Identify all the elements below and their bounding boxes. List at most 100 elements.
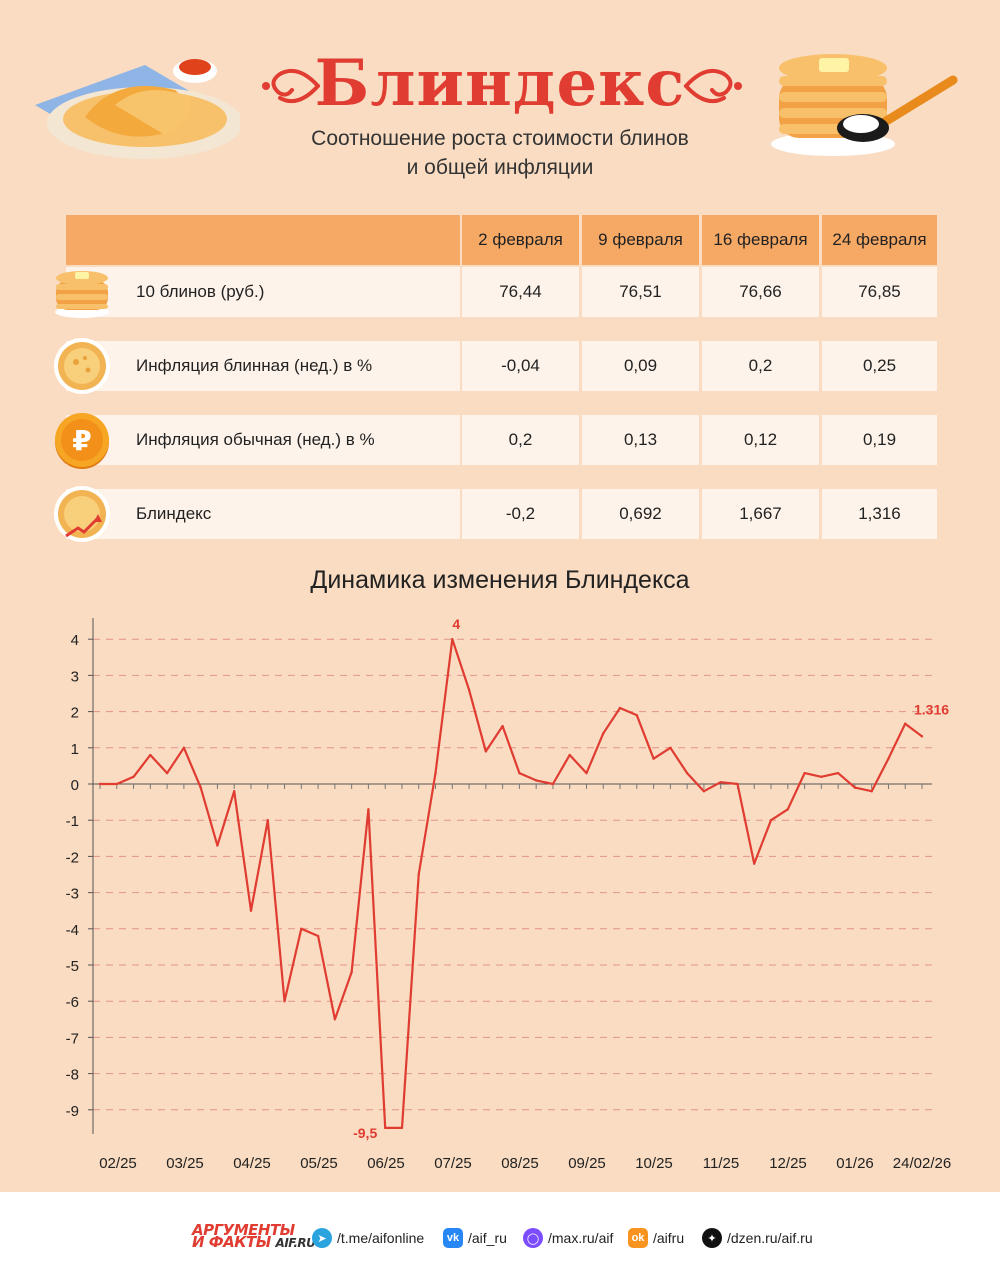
- data-point: [165, 771, 169, 775]
- dzen-icon: ✦: [702, 1228, 722, 1248]
- table-cell: 0,2: [702, 341, 819, 391]
- data-point: [568, 753, 571, 757]
- data-point: [333, 1018, 337, 1021]
- ornament-right-icon: [684, 69, 742, 103]
- pancake-plate-illustration: [35, 59, 240, 159]
- data-point: [233, 790, 236, 793]
- data-point: [249, 909, 253, 912]
- table-header-row: 2 февраля 9 февраля 16 февраля 24 феврал…: [66, 215, 937, 265]
- ornament-left-icon: [262, 69, 320, 103]
- telegram-icon: ➤: [312, 1228, 332, 1248]
- table-row: Инфляция обычная (нед.) в % 0,2 0,13 0,1…: [55, 413, 937, 469]
- data-point: [350, 971, 353, 974]
- data-point: [467, 688, 471, 692]
- vk-link[interactable]: vk /aif_ru: [443, 1228, 507, 1248]
- data-point: [149, 753, 152, 757]
- data-point: [803, 771, 806, 775]
- data-point: [132, 775, 135, 778]
- page-title: Блиндекс: [314, 46, 686, 121]
- pancake-stack-spoon-illustration: [771, 54, 958, 156]
- y-tick-label: 2: [71, 705, 79, 722]
- x-tick-label: 08/25: [501, 1155, 539, 1172]
- data-point: [585, 771, 588, 775]
- data-point: [853, 786, 857, 789]
- max-link[interactable]: ◯ /max.ru/aif: [523, 1228, 613, 1248]
- table-cell: -0,2: [462, 489, 579, 539]
- svg-text:₽: ₽: [72, 424, 91, 457]
- row-label: Блиндекс: [66, 489, 460, 539]
- table-header-blank: [66, 215, 460, 265]
- table-row: 10 блинов (руб.) 76,44 76,51 76,66 76,85: [55, 267, 937, 318]
- data-point: [753, 862, 756, 865]
- table-cell: 1,316: [822, 489, 937, 539]
- y-tick-label: 3: [71, 668, 79, 685]
- table-cell: 0,25: [822, 341, 937, 391]
- x-tick-label: 02/25: [99, 1155, 137, 1172]
- pancake-stack-icon: [55, 271, 109, 318]
- data-point: [199, 786, 202, 789]
- table-cell: 0,09: [582, 341, 699, 391]
- data-label: 4: [452, 616, 460, 632]
- x-tick-label: 05/25: [300, 1155, 338, 1172]
- data-point: [367, 808, 370, 811]
- data-point: [920, 735, 924, 738]
- y-tick-label: 4: [71, 632, 79, 649]
- table-cell: 0,19: [822, 415, 937, 465]
- y-tick-label: 0: [71, 777, 79, 794]
- data-point: [484, 750, 488, 753]
- y-tick-label: -3: [66, 886, 79, 903]
- x-tick-label: 07/25: [434, 1155, 472, 1172]
- column-header: 16 февраля: [702, 215, 819, 265]
- data-point: [182, 746, 186, 749]
- x-tick-label: 03/25: [166, 1155, 204, 1172]
- y-tick-label: -2: [66, 849, 79, 866]
- footer: АРГУМЕНТЫ И ФАКТЫ AIF.RU ➤ /t.me/aifonli…: [0, 1192, 1000, 1285]
- table-cell: 0,692: [582, 489, 699, 539]
- data-point: [719, 780, 722, 784]
- table-cell: 76,44: [462, 267, 579, 317]
- data-point: [216, 844, 219, 847]
- data-label: 1.316: [914, 701, 949, 717]
- column-header: 2 февраля: [462, 215, 579, 265]
- data-point: [602, 732, 605, 735]
- data-point: [283, 1000, 286, 1003]
- telegram-link[interactable]: ➤ /t.me/aifonline: [312, 1228, 424, 1248]
- data-point: [652, 757, 655, 760]
- chart-title: Динамика изменения Блиндекса: [310, 566, 690, 594]
- data-point: [769, 819, 773, 822]
- data-point: [786, 808, 789, 811]
- data-point: [820, 775, 823, 778]
- odnoklassniki-icon: ok: [628, 1228, 648, 1248]
- y-tick-label: -9: [66, 1103, 79, 1120]
- aif-logo[interactable]: АРГУМЕНТЫ И ФАКТЫ AIF.RU: [192, 1221, 316, 1251]
- data-point: [316, 934, 320, 938]
- x-tick-label: 24/02/26: [893, 1155, 951, 1172]
- y-tick-label: -6: [66, 994, 79, 1011]
- data-point: [115, 782, 118, 786]
- data-point: [702, 790, 706, 793]
- table-cell: -0,04: [462, 341, 579, 391]
- table-cell: 76,66: [702, 267, 819, 317]
- data-point: [98, 782, 102, 786]
- x-tick-label: 06/25: [367, 1155, 405, 1172]
- table-cell: 76,51: [582, 267, 699, 317]
- table-row: Блиндекс -0,2 0,692 1,667 1,316: [54, 486, 937, 542]
- data-point: [451, 638, 454, 641]
- dzen-link[interactable]: ✦ /dzen.ru/aif.ru: [702, 1228, 813, 1248]
- row-label: 10 блинов (руб.): [66, 267, 460, 317]
- odnoklassniki-link[interactable]: ok /aifru: [628, 1228, 684, 1248]
- y-tick-label: 1: [71, 741, 79, 758]
- pancake-growth-icon: [54, 486, 110, 542]
- x-tick-label: 12/25: [769, 1155, 807, 1172]
- data-point: [635, 714, 639, 717]
- series-line: [100, 638, 923, 1130]
- data-point: [434, 771, 437, 775]
- data-point: [518, 771, 521, 775]
- vk-icon: vk: [443, 1228, 463, 1248]
- data-point: [266, 819, 269, 822]
- y-tick-label: -8: [66, 1067, 79, 1084]
- data-point: [551, 782, 555, 786]
- data-point: [685, 771, 689, 775]
- data-point: [534, 779, 538, 782]
- row-label: Инфляция блинная (нед.) в %: [66, 341, 460, 391]
